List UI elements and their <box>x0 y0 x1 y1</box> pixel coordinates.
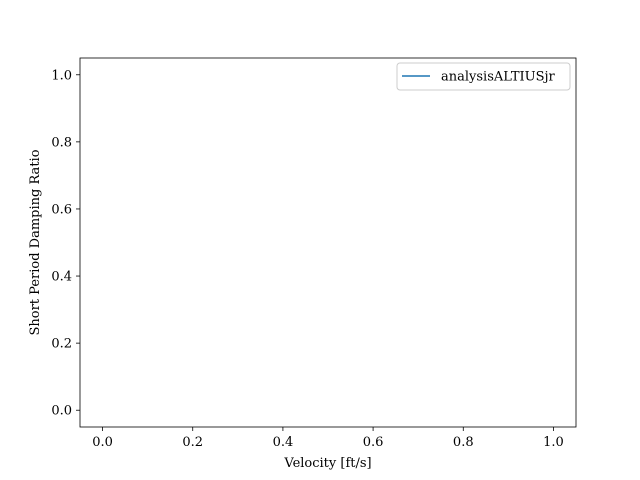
x-tick-label: 0.2 <box>182 435 203 450</box>
plot-area-background <box>80 58 576 427</box>
x-tick-label: 0.6 <box>363 435 384 450</box>
y-tick-label: 0.6 <box>51 202 72 217</box>
x-tick-label: 0.4 <box>273 435 294 450</box>
y-tick-label: 1.0 <box>51 68 72 83</box>
legend-box <box>396 62 571 91</box>
x-tick-label: 1.0 <box>543 435 564 450</box>
legend: analysisALTIUSjr <box>396 62 571 91</box>
y-axis-label: Short Period Damping Ratio <box>28 149 43 335</box>
legend-entry-label: analysisALTIUSjr <box>441 70 556 85</box>
x-axis-ticks: 0.0 0.2 0.4 0.6 0.8 1.0 <box>92 427 564 450</box>
y-tick-label: 0.4 <box>51 270 72 285</box>
y-tick-label: 0.0 <box>51 404 72 419</box>
x-tick-label: 0.8 <box>453 435 474 450</box>
x-axis-label: Velocity [ft/s] <box>283 456 371 471</box>
plot-area-frame <box>79 57 577 428</box>
y-tick-label: 0.8 <box>51 135 72 150</box>
x-tick-label: 0.0 <box>92 435 113 450</box>
y-tick-label: 0.2 <box>51 337 72 352</box>
y-axis-ticks: 0.0 0.2 0.4 0.6 0.8 1.0 <box>51 68 80 419</box>
